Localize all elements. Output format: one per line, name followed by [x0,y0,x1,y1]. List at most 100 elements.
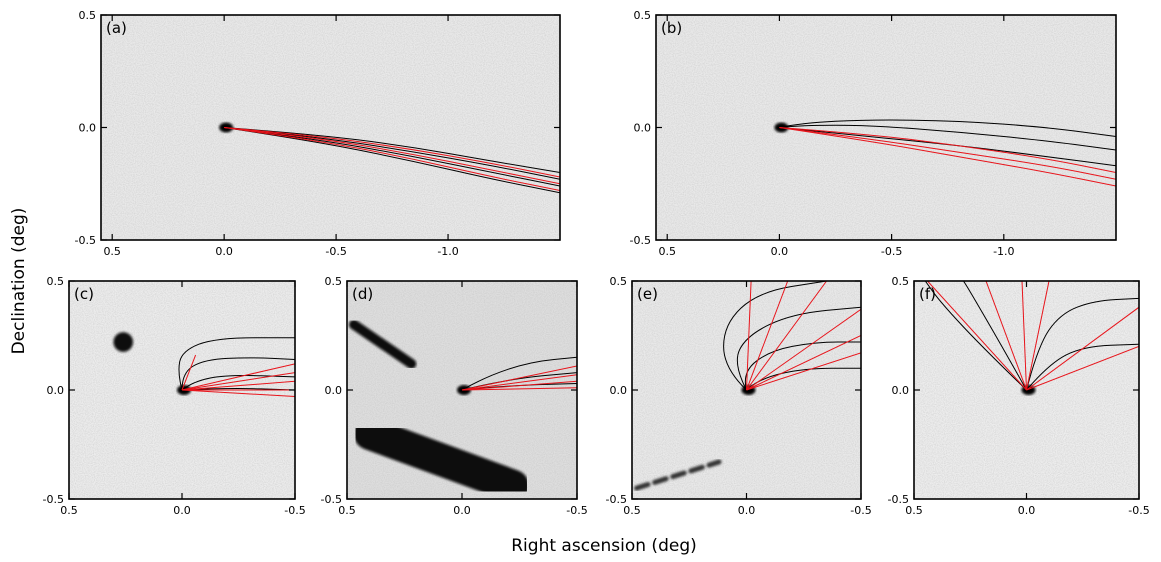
panel-label: (e) [637,285,658,303]
syndyne-curve [224,127,560,187]
star-trail [634,459,722,491]
syndyne-curve [723,281,827,391]
x-axis-title: Right ascension (deg) [511,536,697,556]
synchrone-line [224,127,560,191]
star-trail [348,319,417,369]
y-tick-label: 0.5 [610,275,628,288]
x-tick-label: 0.5 [905,504,923,517]
y-tick-label: 0.5 [325,275,343,288]
panel-plot-area [656,15,1116,240]
panel-label: (c) [74,285,94,303]
syndyne-curve [736,306,861,391]
syndyne-curve [178,337,295,391]
panel-plot-area [69,281,295,499]
synchrone-line [746,308,861,391]
x-tick-label: 0.0 [215,245,233,258]
y-axis-title: Declination (deg) [9,208,29,355]
syndyne-curve [181,375,295,391]
synchrone-line [181,380,295,391]
x-tick-label: -1.0 [993,245,1014,258]
syndyne-curve [924,281,1027,391]
panel-c: 0.5 0.0 -0.50.50.0-0.5(c) [43,275,306,517]
y-tick-label: 0.0 [325,384,343,397]
panel-e: 0.5 0.0 -0.50.50.0-0.5(e) [606,275,872,517]
x-tick-label: -0.5 [325,245,346,258]
x-tick-label: 0.0 [1018,504,1036,517]
panel-plot-area [914,281,1139,499]
x-tick-label: 0.5 [623,504,641,517]
panel-d: 0.5 0.0 -0.50.50.0-0.5(d) [321,275,588,517]
panel-f: 0.5 0.0 -0.50.50.0-0.5(f) [888,275,1150,517]
x-tick-label: 0.5 [103,245,121,258]
x-tick-label: -0.5 [881,245,902,258]
star-trail [353,417,529,499]
panel-a: 0.5 0.0 -0.5 -1.0 0.5 0.0 -0.5 (a) [75,9,561,258]
x-tick-label: 0.0 [173,504,191,517]
x-tick-label: 0.0 [771,245,789,258]
y-tick-label: -0.5 [606,493,627,506]
panel-label: (d) [352,285,373,303]
synchrone-line [746,335,861,391]
syndyne-curve [224,127,560,173]
syndyne-curve [224,127,560,180]
y-tick-label: 0.0 [610,384,628,397]
panel-label: (a) [106,19,127,37]
y-tick-label: 0.5 [892,275,910,288]
x-tick-label: -0.5 [284,504,305,517]
synchrone-line [927,281,1027,391]
synchrone-line [1026,345,1139,391]
y-tick-label: 0.5 [634,9,652,22]
synchrone-line [461,374,577,391]
background-star [113,332,134,352]
synchrone-line [1026,306,1139,391]
synchrone-line [779,127,1116,173]
x-tick-label: 0.5 [338,504,356,517]
syndyne-curve [1026,297,1139,391]
syndyne-curve [779,124,1116,151]
synchrone-line [746,281,752,391]
synchrone-line [181,363,295,391]
y-tick-label: -0.5 [888,493,909,506]
synchrone-line [181,354,197,391]
sky-noise [101,15,560,240]
synchrone-line [1021,281,1027,391]
synchrone-line [746,281,828,391]
panel-plot-area [347,281,577,499]
panel-b: 0.5 0.0 -0.5 -1.0 0.5 0.0 -0.5 (b) [630,9,1117,258]
synchrone-line [224,127,560,185]
synchrone-line [181,389,295,397]
y-tick-label: 0.0 [634,122,652,135]
y-tick-label: 0.0 [892,384,910,397]
x-tick-label: 0.0 [453,504,471,517]
syndyne-curve [779,119,1116,137]
x-tick-label: -0.5 [1128,504,1149,517]
synchrone-line [181,372,295,391]
synchrone-line [1026,281,1050,391]
y-tick-label: 0.5 [47,275,65,288]
synchrone-line [461,380,577,391]
panel-plot-area [632,281,861,499]
y-tick-label: 0.5 [79,9,97,22]
y-tick-label: -0.5 [75,234,96,247]
y-tick-label: 0.0 [47,384,65,397]
syndyne-curve [963,281,1027,391]
x-tick-label: -0.5 [566,504,587,517]
syndyne-curve [224,127,560,194]
synchrone-line [461,387,577,391]
x-tick-label: 0.0 [738,504,756,517]
synchrone-line [985,281,1027,391]
syndyne-curve [181,357,295,391]
x-tick-label: -1.0 [437,245,458,258]
synchrone-line [746,352,861,391]
y-tick-label: -0.5 [321,493,342,506]
x-tick-label: -0.5 [850,504,871,517]
syndyne-curve [461,356,577,391]
synchrone-line [461,365,577,391]
y-tick-label: -0.5 [630,234,651,247]
x-tick-label: 0.5 [60,504,78,517]
x-tick-label: 0.5 [658,245,676,258]
synchrone-line [779,127,1116,187]
panel-label: (b) [661,19,682,37]
syndyne-curve [1026,343,1139,391]
